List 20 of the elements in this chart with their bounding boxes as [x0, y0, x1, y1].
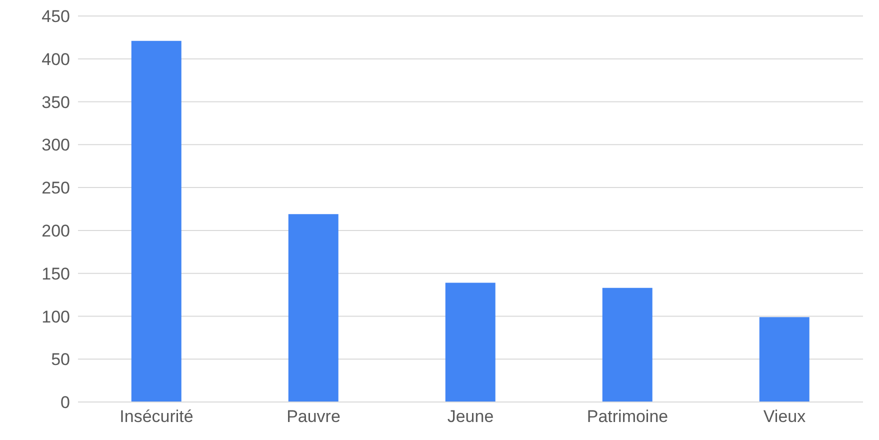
x-tick-label: Patrimoine	[586, 407, 668, 426]
y-tick-label: 250	[42, 178, 70, 198]
y-tick-label: 300	[42, 136, 70, 155]
y-tick-label: 0	[60, 393, 70, 412]
x-tick-label: Jeune	[447, 407, 494, 426]
bar	[445, 282, 496, 402]
bar	[759, 317, 810, 402]
y-tick-label: 200	[42, 221, 70, 240]
bar	[131, 40, 182, 402]
y-tick-label: 350	[42, 92, 70, 112]
x-tick-label: Insécurité	[120, 407, 194, 426]
y-tick-label: 450	[42, 7, 70, 26]
y-tick-label: 100	[42, 307, 70, 326]
bar	[288, 214, 338, 402]
y-tick-label: 400	[42, 50, 70, 69]
y-tick-label: 50	[51, 350, 70, 370]
x-tick-label: Vieux	[763, 407, 806, 426]
x-tick-label: Pauvre	[286, 407, 340, 426]
bar	[602, 288, 652, 402]
y-tick-label: 150	[42, 264, 70, 284]
